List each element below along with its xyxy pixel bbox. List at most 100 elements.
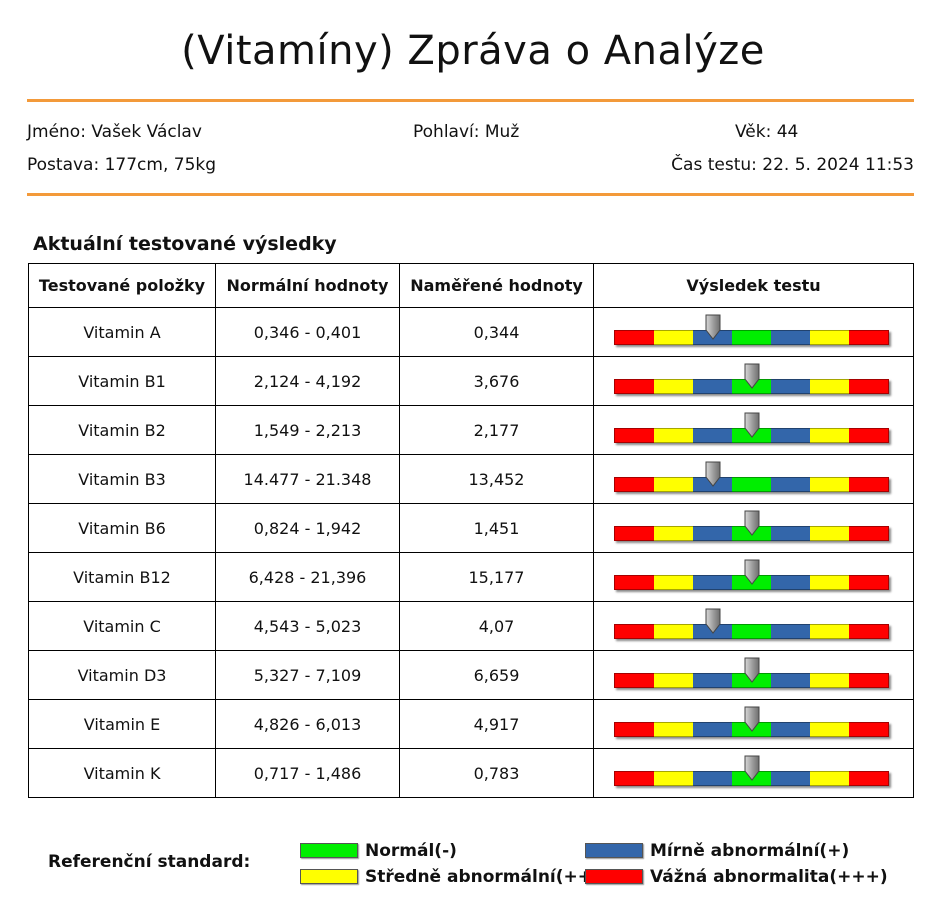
scale-segment — [614, 379, 654, 394]
cell-measured-value: 1,451 — [399, 503, 594, 553]
scale-segment — [810, 624, 849, 639]
cell-measured-value: 3,676 — [399, 356, 594, 406]
table-row: Vitamin K 0,717 - 1,486 0,783 — [28, 748, 914, 798]
scale-segment — [771, 428, 810, 443]
cell-result-scale — [593, 503, 914, 553]
result-marker-icon — [705, 608, 721, 634]
scale-segment — [849, 330, 889, 345]
patient-age: Věk: 44 — [735, 122, 799, 142]
scale-segment — [849, 526, 889, 541]
scale-segment — [614, 526, 654, 541]
legend-moderate: Středně abnormální(++) — [365, 867, 600, 887]
cell-measured-value: 4,917 — [399, 699, 594, 749]
scale-segment — [771, 526, 810, 541]
cell-result-scale — [593, 454, 914, 504]
scale-segment — [693, 379, 732, 394]
scale-segment — [771, 624, 810, 639]
cell-item: Vitamin E — [28, 699, 216, 749]
cell-result-scale — [593, 552, 914, 602]
scale-segment — [614, 477, 654, 492]
cell-result-scale — [593, 356, 914, 406]
scale-segment — [771, 379, 810, 394]
result-scale-bar — [614, 428, 889, 443]
scale-segment — [614, 575, 654, 590]
result-scale-bar — [614, 722, 889, 737]
scale-segment — [654, 771, 693, 786]
scale-segment — [810, 673, 849, 688]
table-row: Vitamin B1 2,124 - 4,192 3,676 — [28, 356, 914, 406]
table-row: Vitamin D3 5,327 - 7,109 6,659 — [28, 650, 914, 700]
cell-item: Vitamin B6 — [28, 503, 216, 553]
cell-item: Vitamin A — [28, 307, 216, 357]
scale-segment — [771, 477, 810, 492]
scale-segment — [849, 722, 889, 737]
table-row: Vitamin B6 0,824 - 1,942 1,451 — [28, 503, 914, 553]
cell-normal-range: 0,824 - 1,942 — [215, 503, 400, 553]
result-scale-bar — [614, 575, 889, 590]
cell-measured-value: 0,344 — [399, 307, 594, 357]
scale-segment — [849, 428, 889, 443]
scale-segment — [654, 428, 693, 443]
cell-measured-value: 6,659 — [399, 650, 594, 700]
scale-segment — [849, 771, 889, 786]
table-row: Vitamin B12 6,428 - 21,396 15,177 — [28, 552, 914, 602]
report-title: (Vitamíny) Zpráva o Analýze — [181, 28, 765, 74]
scale-segment — [810, 575, 849, 590]
cell-result-scale — [593, 405, 914, 455]
scale-segment — [654, 624, 693, 639]
result-scale-bar — [614, 526, 889, 541]
scale-segment — [810, 477, 849, 492]
bottom-divider — [27, 193, 914, 196]
table-header-row: Testované položky Normální hodnoty Naměř… — [28, 263, 914, 308]
header-measured-values: Naměřené hodnoty — [399, 263, 594, 308]
cell-normal-range: 14.477 - 21.348 — [215, 454, 400, 504]
scale-segment — [810, 771, 849, 786]
result-scale-bar — [614, 624, 889, 639]
result-marker-icon — [744, 657, 760, 683]
scale-segment — [810, 379, 849, 394]
scale-segment — [654, 379, 693, 394]
result-marker-icon — [744, 363, 760, 389]
patient-name: Jméno: Vašek Václav — [27, 122, 202, 142]
scale-segment — [693, 526, 732, 541]
cell-item: Vitamin B12 — [28, 552, 216, 602]
cell-normal-range: 1,549 - 2,213 — [215, 405, 400, 455]
table-row: Vitamin C 4,543 - 5,023 4,07 — [28, 601, 914, 651]
scale-segment — [693, 575, 732, 590]
scale-segment — [654, 330, 693, 345]
scale-segment — [771, 722, 810, 737]
scale-segment — [732, 477, 771, 492]
result-marker-icon — [744, 412, 760, 438]
scale-segment — [810, 722, 849, 737]
scale-segment — [771, 330, 810, 345]
cell-item: Vitamin K — [28, 748, 216, 798]
cell-normal-range: 0,717 - 1,486 — [215, 748, 400, 798]
cell-normal-range: 2,124 - 4,192 — [215, 356, 400, 406]
scale-segment — [654, 477, 693, 492]
scale-segment — [614, 673, 654, 688]
scale-segment — [849, 624, 889, 639]
cell-result-scale — [593, 650, 914, 700]
table-row: Vitamin E 4,826 - 6,013 4,917 — [28, 699, 914, 749]
legend-normal: Normál(-) — [365, 841, 457, 861]
scale-segment — [810, 526, 849, 541]
result-scale-bar — [614, 477, 889, 492]
scale-segment — [732, 330, 771, 345]
result-marker-icon — [705, 314, 721, 340]
scale-segment — [849, 477, 889, 492]
legend-label: Referenční standard: — [48, 852, 251, 872]
scale-segment — [693, 673, 732, 688]
scale-segment — [810, 428, 849, 443]
cell-normal-range: 6,428 - 21,396 — [215, 552, 400, 602]
legend-swatch-moderate — [300, 869, 358, 884]
cell-result-scale — [593, 307, 914, 357]
table-row: Vitamin B2 1,549 - 2,213 2,177 — [28, 405, 914, 455]
result-scale-bar — [614, 330, 889, 345]
cell-result-scale — [593, 601, 914, 651]
results-table: Testované položky Normální hodnoty Naměř… — [28, 263, 914, 798]
cell-measured-value: 13,452 — [399, 454, 594, 504]
result-scale-bar — [614, 771, 889, 786]
cell-measured-value: 4,07 — [399, 601, 594, 651]
result-marker-icon — [744, 559, 760, 585]
scale-segment — [614, 624, 654, 639]
